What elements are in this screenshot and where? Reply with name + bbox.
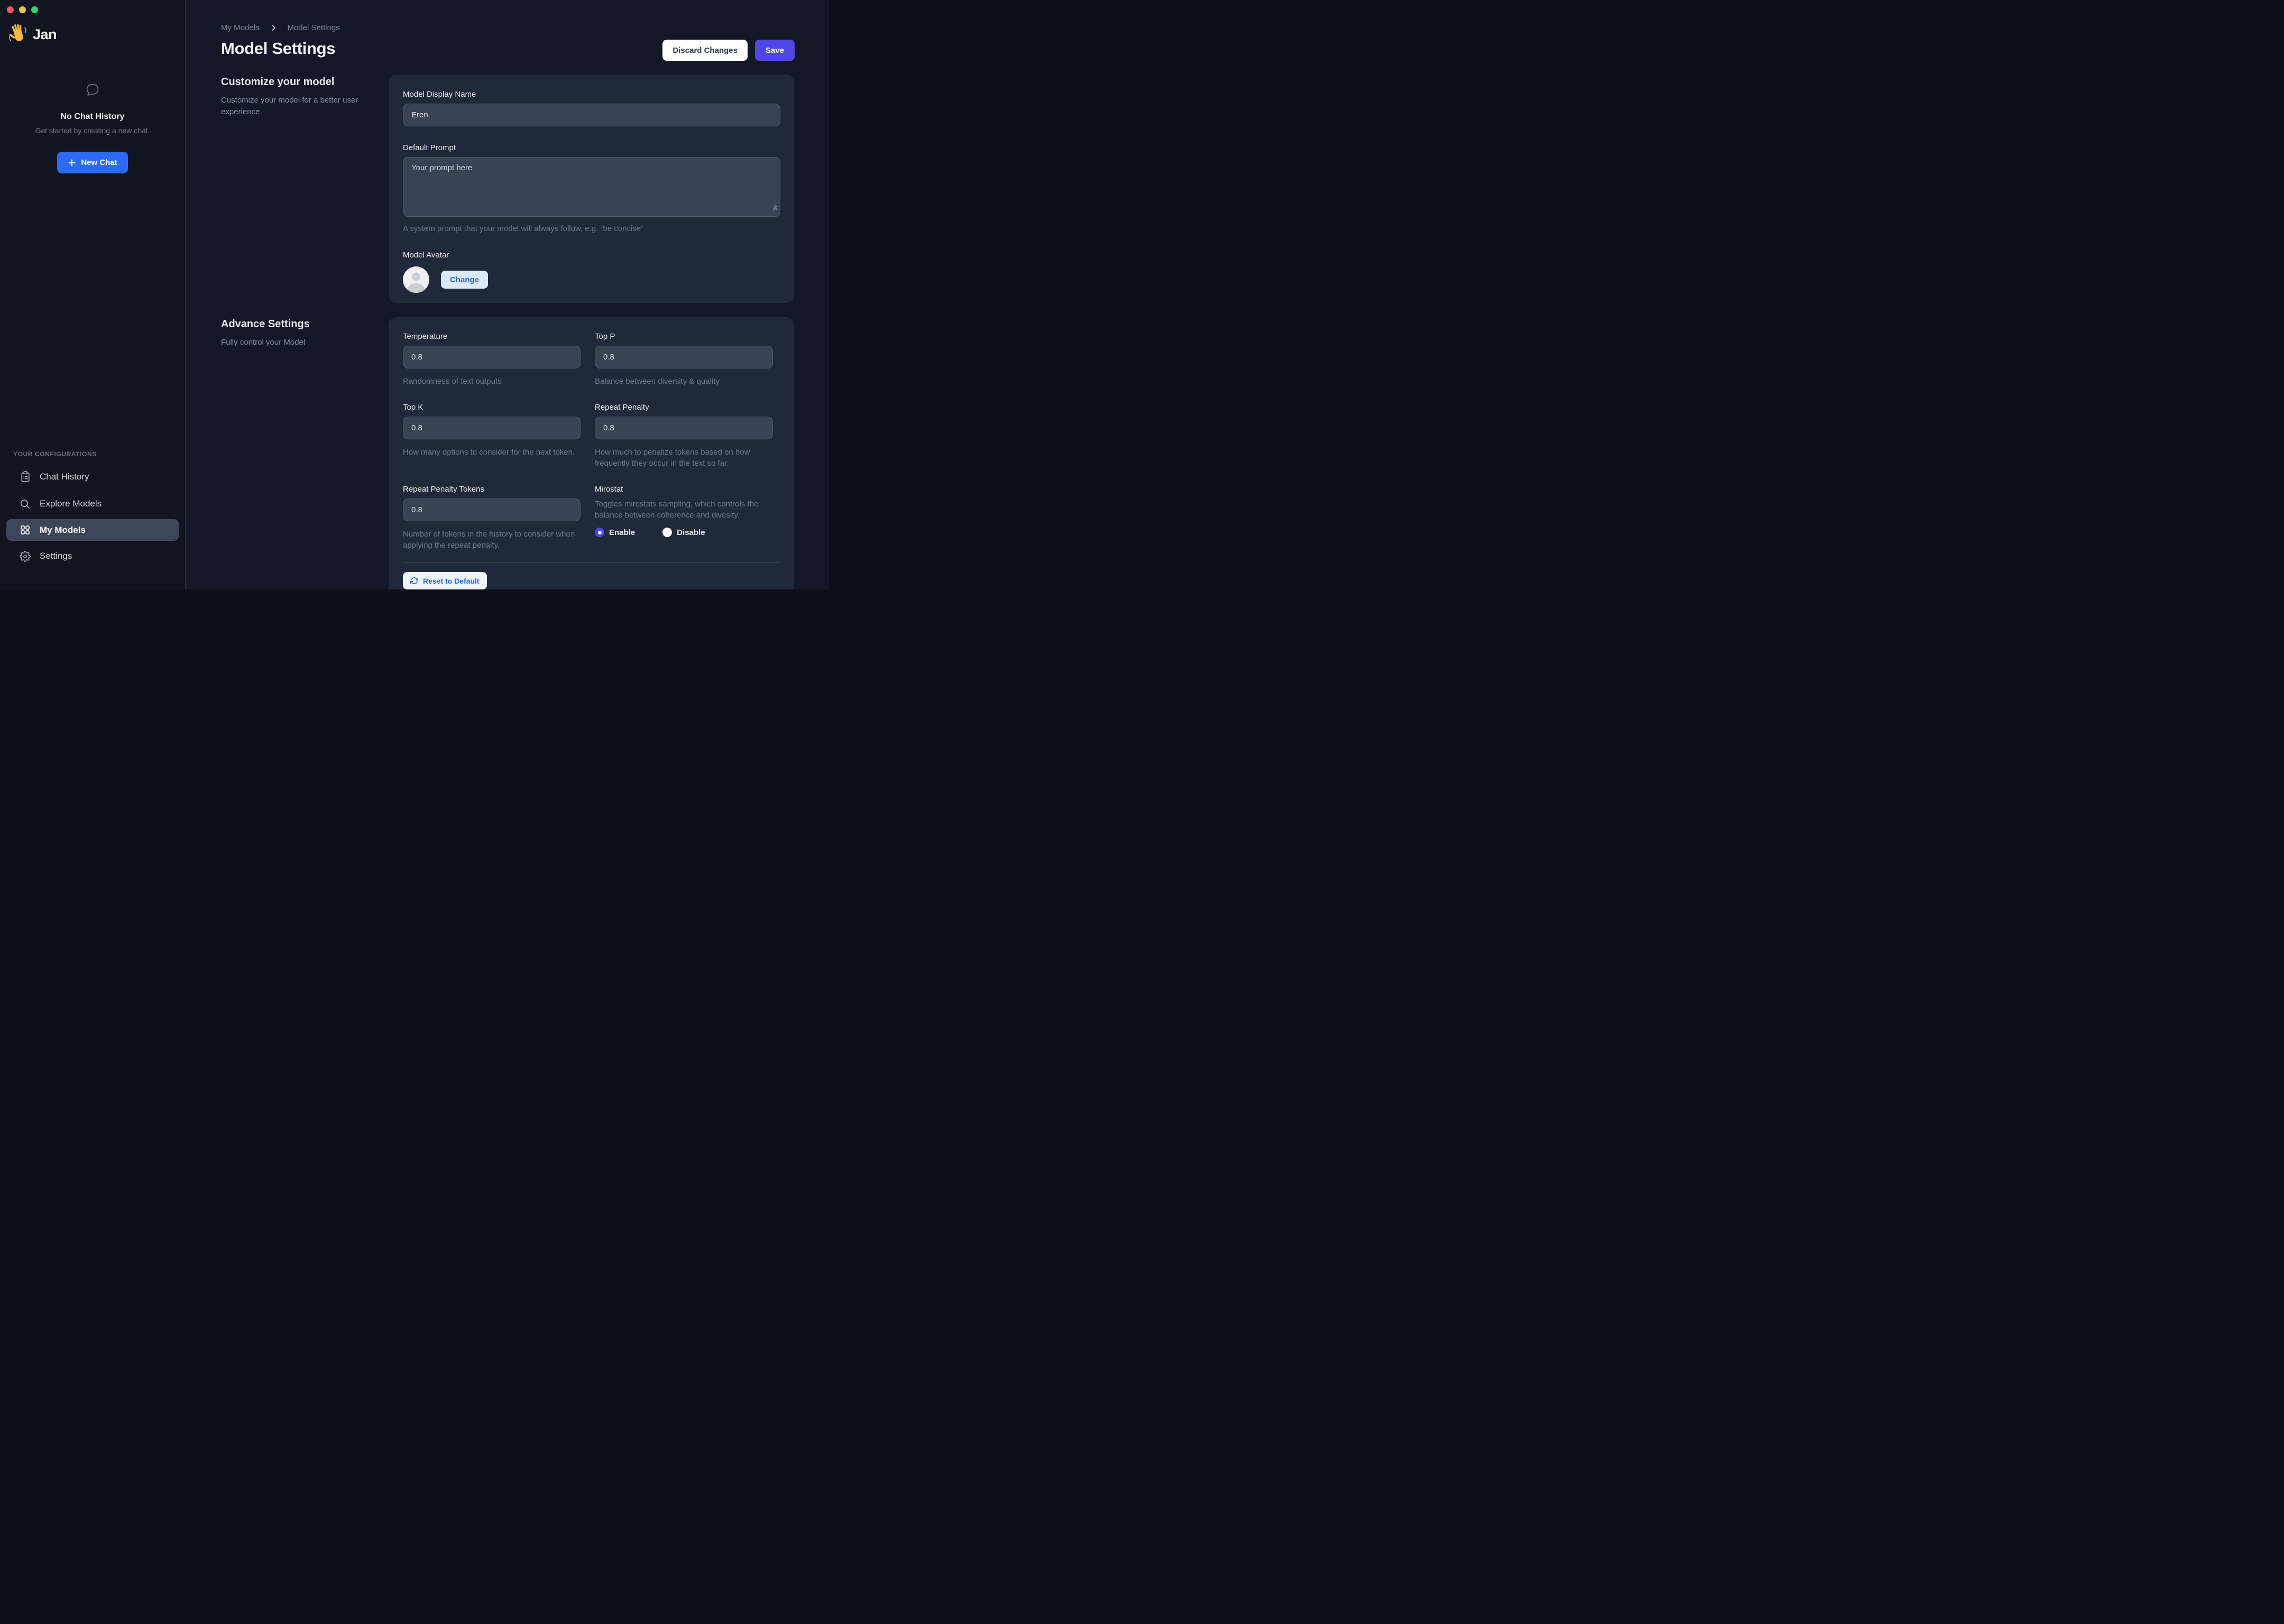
top-p-input[interactable]	[595, 346, 773, 368]
new-chat-button[interactable]: New Chat	[57, 152, 128, 173]
breadcrumb-model-settings: Model Settings	[287, 23, 340, 32]
close-window-button[interactable]	[7, 6, 14, 13]
sidebar-item-label: Chat History	[40, 472, 89, 482]
configurations-section-label: YOUR CONFIGURATIONS	[13, 450, 97, 458]
empty-state-subtitle: Get started by creating a new chat.	[35, 126, 150, 135]
app-logo: Jan	[7, 22, 57, 47]
default-prompt-textarea[interactable]	[403, 157, 780, 217]
change-avatar-button[interactable]: Change	[441, 271, 489, 289]
repeat-penalty-tokens-label: Repeat Penalty Tokens	[403, 485, 484, 494]
advance-subtitle: Fully control your Model	[221, 338, 306, 347]
top-k-helper: How many options to consider for the nex…	[403, 448, 575, 457]
clipboard-icon	[20, 471, 31, 483]
customize-card: Model Display Name Default Prompt A syst…	[389, 75, 794, 303]
main-content: My Models Model Settings Model Settings …	[186, 0, 829, 589]
repeat-penalty-tokens-helper: Number of tokens in the history to consi…	[403, 530, 575, 550]
chevron-right-icon	[270, 24, 278, 32]
advance-section-heading: Advance Settings Fully control your Mode…	[221, 318, 372, 348]
wave-hand-icon	[7, 22, 29, 47]
repeat-penalty-tokens-input[interactable]	[403, 499, 581, 521]
repeat-penalty-field: Repeat Penalty How much to penalize toke…	[595, 403, 773, 469]
top-p-helper: Balance between diversity & quality	[595, 377, 720, 386]
radio-checked-icon[interactable]	[595, 528, 604, 537]
search-icon	[20, 499, 31, 510]
repeat-penalty-label: Repeat Penalty	[595, 403, 649, 412]
top-p-field: Top P Balance between diversity & qualit…	[595, 332, 773, 387]
sidebar-item-chat-history[interactable]: Chat History	[6, 465, 179, 488]
sidebar-item-explore-models[interactable]: Explore Models	[6, 492, 179, 515]
repeat-penalty-tokens-field: Repeat Penalty Tokens Number of tokens i…	[403, 485, 581, 551]
mirostat-label: Mirostat	[595, 485, 623, 494]
minimize-window-button[interactable]	[19, 6, 26, 13]
mirostat-enable-option[interactable]: Enable	[595, 528, 635, 537]
model-avatar-image	[403, 266, 429, 293]
app-title: Jan	[33, 26, 57, 42]
top-k-label: Top K	[403, 403, 423, 412]
save-button[interactable]: Save	[754, 40, 795, 61]
grid-icon	[20, 525, 31, 535]
reset-to-default-label: Reset to Default	[423, 576, 480, 585]
customize-section-heading: Customize your model Customize your mode…	[221, 76, 372, 118]
temperature-input[interactable]	[403, 346, 581, 368]
breadcrumb: My Models Model Settings	[221, 23, 340, 32]
mirostat-radio-group: Enable Disable	[595, 528, 773, 537]
discard-changes-button[interactable]: Discard Changes	[662, 40, 748, 61]
repeat-penalty-helper: How much to penalize tokens based on how…	[595, 448, 750, 468]
sidebar-item-label: Explore Models	[40, 499, 102, 509]
disable-label: Disable	[677, 528, 705, 537]
gear-icon	[20, 550, 31, 562]
new-chat-label: New Chat	[81, 158, 117, 167]
resize-handle-icon[interactable]	[771, 204, 778, 213]
temperature-label: Temperature	[403, 332, 448, 341]
zoom-window-button[interactable]	[31, 6, 38, 13]
breadcrumb-my-models[interactable]: My Models	[221, 23, 260, 32]
temperature-helper: Randomness of text outputs	[403, 377, 502, 386]
top-k-field: Top K How many options to consider for t…	[403, 403, 581, 469]
refresh-icon	[410, 577, 418, 585]
model-display-name-label: Model Display Name	[403, 90, 476, 99]
chat-bubble-icon	[85, 82, 100, 100]
plus-icon	[68, 159, 76, 167]
sidebar-item-label: My Models	[40, 524, 86, 535]
sidebar-nav: YOUR CONFIGURATIONS Chat History	[0, 450, 185, 571]
empty-state-title: No Chat History	[60, 112, 125, 121]
advance-title: Advance Settings	[221, 318, 310, 330]
radio-unchecked-icon[interactable]	[662, 528, 673, 537]
default-prompt-helper: A system prompt that your model will alw…	[403, 224, 644, 233]
mirostat-helper: Toggles mirostats sampling, which contro…	[595, 500, 759, 520]
user-silhouette-icon	[408, 272, 425, 293]
sidebar: Jan No Chat History Get started by creat…	[0, 0, 186, 589]
sidebar-item-my-models[interactable]: My Models	[6, 519, 179, 541]
customize-subtitle: Customize your model for a better user e…	[221, 96, 358, 116]
mirostat-disable-option[interactable]: Disable	[662, 528, 705, 537]
page-title: Model Settings	[221, 39, 336, 58]
repeat-penalty-input[interactable]	[595, 417, 773, 439]
customize-title: Customize your model	[221, 76, 335, 88]
sidebar-item-label: Settings	[40, 551, 72, 561]
top-k-input[interactable]	[403, 417, 581, 439]
advance-card: Temperature Randomness of text outputs T…	[389, 317, 794, 589]
model-avatar-label: Model Avatar	[403, 251, 449, 260]
top-p-label: Top P	[595, 332, 615, 341]
jan-app-window: Jan No Chat History Get started by creat…	[0, 0, 829, 589]
reset-to-default-button[interactable]: Reset to Default	[403, 572, 487, 589]
sidebar-item-settings[interactable]: Settings	[6, 545, 179, 568]
enable-label: Enable	[609, 528, 636, 537]
header-actions: Discard Changes Save	[662, 40, 795, 61]
temperature-field: Temperature Randomness of text outputs	[403, 332, 581, 387]
default-prompt-label: Default Prompt	[403, 143, 456, 152]
chat-empty-state: No Chat History Get started by creating …	[0, 82, 185, 173]
window-controls	[7, 6, 38, 13]
model-display-name-input[interactable]	[403, 104, 780, 126]
mirostat-field: Mirostat Toggles mirostats sampling, whi…	[595, 485, 773, 551]
